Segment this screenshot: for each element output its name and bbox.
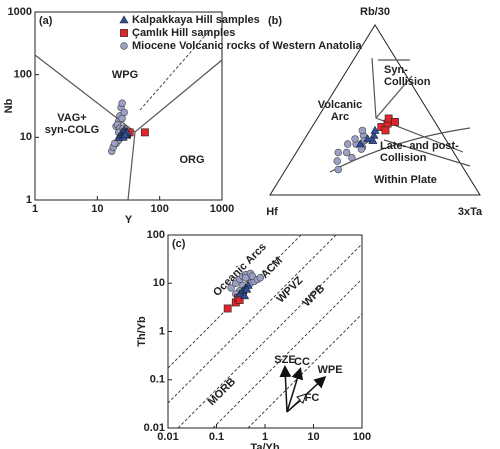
- y-tick-label: 100: [147, 229, 165, 241]
- x-tick-label: 10: [91, 203, 103, 215]
- annotation: FC: [305, 392, 320, 404]
- panel-label: (c): [172, 238, 186, 250]
- data-point: [342, 148, 351, 157]
- y-tick-label: 1: [26, 194, 32, 206]
- annotation: Arc: [331, 111, 349, 123]
- x-tick-label: 0.1: [209, 431, 224, 443]
- y-tick-label: 1: [159, 325, 165, 337]
- data-point: [118, 114, 126, 123]
- vector-arrow: [286, 367, 304, 413]
- legend-label: Çamlık Hill samples: [132, 27, 235, 39]
- annotation: ORG: [179, 154, 204, 166]
- annotation: WPB: [301, 283, 328, 310]
- ratio-line: [168, 235, 337, 404]
- y-tick-label: 1000: [8, 6, 32, 18]
- y-tick-label: 10: [153, 277, 165, 289]
- annotation: Within Plate: [374, 174, 437, 186]
- vectors: [279, 365, 327, 413]
- vector-arrow: [286, 393, 307, 413]
- data-point: [120, 130, 130, 139]
- data-point: [227, 284, 235, 292]
- legend-marker: [120, 42, 128, 50]
- x-tick-label: 100: [150, 203, 168, 215]
- x-tick-label: 1000: [210, 203, 234, 215]
- data-point: [120, 108, 128, 117]
- plot-frame: [167, 234, 363, 429]
- annotation: Late- and post-: [380, 140, 459, 152]
- ratio-line: [177, 243, 362, 428]
- data-point: [333, 157, 341, 165]
- data-point: [334, 148, 342, 157]
- ternary-frame: [269, 24, 481, 196]
- annotation: syn-COLG: [45, 124, 99, 136]
- y-axis-label: Th/Yb: [136, 316, 148, 347]
- data-point: [344, 140, 352, 148]
- x-tick-label: 10: [307, 431, 319, 443]
- data-point: [391, 118, 399, 126]
- data-point: [118, 99, 126, 107]
- panel-label: (b): [268, 15, 282, 27]
- annotation: CC: [294, 356, 310, 368]
- ratio-line: [212, 278, 362, 428]
- vector-arrow: [279, 365, 292, 413]
- data-point: [363, 134, 373, 143]
- reference-lines: [168, 235, 362, 428]
- data-point: [141, 128, 149, 137]
- data-point: [351, 135, 359, 143]
- annotation: Collision: [380, 152, 427, 164]
- annotation: SZE: [274, 354, 295, 366]
- y-tick-label: 10: [20, 131, 32, 143]
- annotation: Syn-: [384, 64, 408, 76]
- x-tick-label: 100: [353, 431, 371, 443]
- legend-label: Miocene Volcanic rocks of Western Anatol…: [132, 40, 363, 52]
- data-point: [223, 304, 232, 313]
- field-boundary: [329, 57, 471, 173]
- x-tick-label: 1: [32, 203, 38, 215]
- data-point: [256, 274, 264, 282]
- field-boundary: [139, 29, 211, 111]
- data-point: [240, 291, 250, 300]
- data-point: [348, 153, 356, 162]
- data-point: [355, 139, 365, 148]
- panel-label: (a): [39, 15, 53, 27]
- annotation: MORB: [206, 376, 238, 408]
- ratio-line: [168, 235, 302, 369]
- data-point: [242, 284, 252, 293]
- legend-label: Kalpakkaya Hill samples: [132, 14, 260, 26]
- x-tick-label: 0.01: [157, 431, 178, 443]
- data-point: [111, 139, 119, 148]
- annotation: WPG: [112, 69, 138, 81]
- y-tick-label: 0.01: [144, 422, 165, 434]
- annotation: Volcanic: [318, 99, 362, 111]
- annotation: VAG+: [57, 112, 86, 124]
- data-point: [334, 165, 342, 174]
- vertex-label: Hf: [266, 206, 278, 218]
- legend-marker: [119, 15, 129, 24]
- annotation: Collision: [384, 76, 431, 88]
- x-axis-label: Ta/Yb: [250, 442, 279, 449]
- data-point: [381, 126, 390, 135]
- y-tick-label: 100: [14, 69, 32, 81]
- x-tick-label: 1: [262, 431, 268, 443]
- field-boundary: [34, 54, 223, 201]
- y-axis-label: Nb: [3, 98, 15, 113]
- data-point: [368, 135, 378, 144]
- data-point: [370, 125, 380, 134]
- vertex-label: 3xTa: [458, 206, 483, 218]
- data-point: [358, 126, 367, 135]
- x-axis-label: Y: [125, 214, 133, 226]
- vertex-label: Rb/30: [360, 6, 390, 18]
- y-tick-label: 0.1: [150, 374, 165, 386]
- annotation: WPE: [317, 364, 342, 376]
- ratio-line: [247, 313, 362, 428]
- legend-marker: [120, 29, 128, 37]
